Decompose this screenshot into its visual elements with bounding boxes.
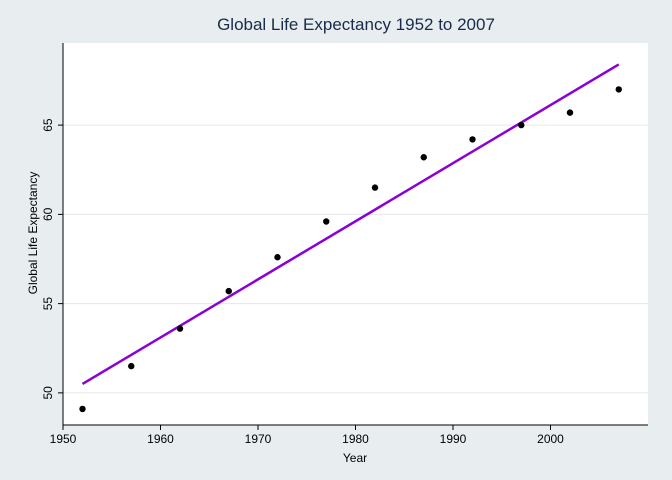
data-point — [615, 86, 622, 93]
y-tick-label: 65 — [41, 118, 55, 132]
y-axis-label: Global Life Expectancy — [26, 172, 40, 295]
data-point — [518, 121, 525, 129]
plot-area — [63, 43, 648, 425]
data-point — [371, 184, 379, 191]
data-point — [323, 218, 330, 225]
data-point — [420, 154, 427, 161]
grid-lines — [63, 124, 648, 394]
x-axis-label: Year — [343, 451, 367, 465]
data-point — [225, 287, 232, 295]
series-layer — [79, 63, 622, 413]
x-tick-label: 1970 — [245, 432, 272, 446]
x-axis-ticks: 1950 1960 1970 1980 1990 2000 — [50, 425, 564, 446]
data-point — [274, 254, 281, 261]
data-point — [79, 405, 86, 413]
chart-title: Global Life Expectancy 1952 to 2007 — [217, 15, 495, 34]
data-point — [566, 109, 574, 116]
data-point — [128, 362, 135, 370]
x-tick-label: 1950 — [50, 432, 77, 446]
y-tick-label: 60 — [41, 207, 55, 221]
y-axis-ticks: 50 55 60 65 — [41, 118, 63, 400]
x-tick-label: 1980 — [342, 432, 369, 446]
fit-line — [81, 63, 620, 386]
x-tick-label: 2000 — [537, 432, 564, 446]
data-point — [176, 325, 184, 332]
data-point — [469, 136, 476, 143]
y-tick-label: 55 — [41, 297, 55, 311]
x-tick-label: 1960 — [147, 432, 174, 446]
x-tick-label: 1990 — [440, 432, 467, 446]
y-tick-label: 50 — [41, 386, 55, 400]
